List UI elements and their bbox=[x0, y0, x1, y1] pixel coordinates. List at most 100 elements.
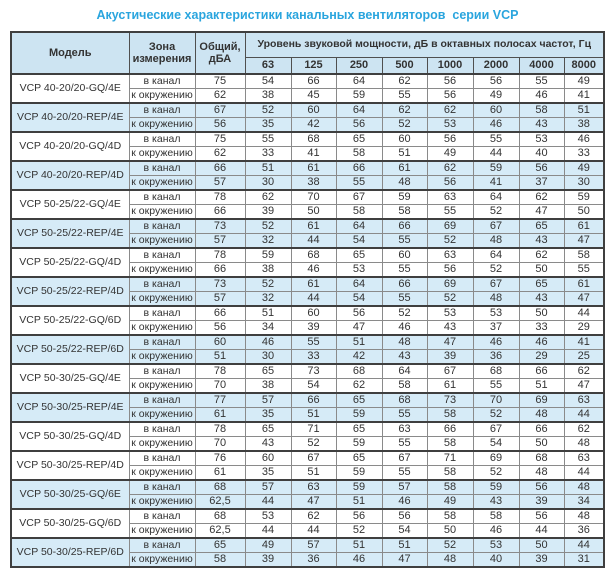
table-row: VCP 50-25/22-REP/4E в канал 73 52 61 64 66 69 67… bbox=[10, 218, 605, 249]
spl-value-cell: 44 bbox=[472, 146, 520, 162]
spl-value-cell: 65 bbox=[335, 392, 383, 408]
spl-value-cell: 58 bbox=[472, 508, 520, 524]
spl-value-cell: 73 bbox=[290, 363, 337, 379]
spl-value-cell: 53 bbox=[335, 262, 383, 278]
spl-value-cell: 48 bbox=[472, 291, 520, 307]
spl-value-cell: 41 bbox=[472, 175, 520, 191]
spl-value-cell: 45 bbox=[290, 88, 337, 104]
spl-value-cell: 59 bbox=[335, 88, 383, 104]
spl-value-cell: 73 bbox=[426, 392, 474, 408]
spl-value-cell: 53 bbox=[472, 305, 520, 321]
spl-value-cell: 61 bbox=[290, 276, 337, 292]
spl-value-cell: 61 bbox=[563, 276, 605, 292]
spl-value-cell: 55 bbox=[381, 262, 428, 278]
zone-cell: к окружению bbox=[128, 436, 196, 452]
model-cell: VCP 50-25/22-REP/6D bbox=[10, 334, 130, 365]
total-dba-cell: 66 bbox=[194, 160, 246, 176]
spl-value-cell: 39 bbox=[290, 320, 337, 336]
spl-value-cell: 65 bbox=[244, 421, 292, 437]
spl-value-cell: 43 bbox=[518, 291, 565, 307]
spl-value-cell: 41 bbox=[563, 88, 605, 104]
total-dba-cell: 67 bbox=[194, 102, 246, 118]
table-row: к окружению 62,5 44 47 51 46 49 43 39 34 bbox=[11, 494, 605, 510]
spl-value-cell: 58 bbox=[426, 465, 474, 481]
spl-value-cell: 36 bbox=[290, 552, 337, 568]
spl-value-cell: 68 bbox=[518, 450, 565, 466]
total-dba-cell: 62,5 bbox=[194, 523, 246, 539]
spl-value-cell: 64 bbox=[335, 276, 383, 292]
spl-value-cell: 42 bbox=[290, 117, 337, 133]
table-row: к окружению 57 32 44 54 55 52 48 43 47 bbox=[11, 291, 605, 307]
spl-value-cell: 62 bbox=[518, 247, 565, 263]
spl-value-cell: 36 bbox=[472, 349, 520, 365]
spl-value-cell: 66 bbox=[335, 160, 383, 176]
total-dba-cell: 76 bbox=[194, 450, 246, 466]
total-dba-cell: 73 bbox=[194, 218, 246, 234]
spl-value-cell: 47 bbox=[518, 204, 565, 220]
total-dba-cell: 62 bbox=[194, 88, 246, 104]
table-header: Модель Зона измерения Общий, дБА Уровень… bbox=[10, 31, 605, 75]
spl-value-cell: 25 bbox=[563, 349, 605, 365]
spl-value-cell: 51 bbox=[518, 378, 565, 394]
zone-cell: в канал bbox=[128, 73, 196, 89]
spl-value-cell: 56 bbox=[426, 131, 474, 147]
spl-value-cell: 30 bbox=[244, 175, 292, 191]
spl-value-cell: 71 bbox=[426, 450, 474, 466]
zone-cell: к окружению bbox=[128, 204, 196, 220]
spl-value-cell: 43 bbox=[518, 117, 565, 133]
zone-cell: в канал bbox=[128, 479, 196, 495]
spl-value-cell: 55 bbox=[563, 262, 605, 278]
spl-value-cell: 57 bbox=[290, 537, 337, 553]
table-row: VCP 50-30/25-REP/6D в канал 65 49 57 51 51 52 53… bbox=[10, 537, 605, 568]
table-row: VCP 40-20/20-GQ/4E в канал 75 54 66 64 62 56 56 5… bbox=[10, 73, 605, 104]
spl-value-cell: 69 bbox=[426, 276, 474, 292]
spl-value-cell: 58 bbox=[518, 102, 565, 118]
spl-value-cell: 44 bbox=[563, 465, 605, 481]
spl-value-cell: 33 bbox=[518, 320, 565, 336]
zone-cell: в канал bbox=[128, 363, 196, 379]
spl-value-cell: 49 bbox=[426, 146, 474, 162]
spl-value-cell: 48 bbox=[563, 479, 605, 495]
spl-value-cell: 52 bbox=[426, 537, 474, 553]
zone-cell: в канал bbox=[128, 276, 196, 292]
spl-value-cell: 47 bbox=[563, 378, 605, 394]
spl-value-cell: 52 bbox=[335, 523, 383, 539]
model-cell: VCP 40-20/20-GQ/4D bbox=[10, 131, 130, 162]
spl-value-cell: 44 bbox=[244, 494, 292, 510]
spl-value-cell: 54 bbox=[381, 523, 428, 539]
total-dba-cell: 78 bbox=[194, 421, 246, 437]
spl-value-cell: 56 bbox=[518, 160, 565, 176]
spl-value-cell: 52 bbox=[244, 276, 292, 292]
spl-value-cell: 59 bbox=[335, 479, 383, 495]
zone-cell: в канал bbox=[128, 189, 196, 205]
spl-value-cell: 48 bbox=[472, 233, 520, 249]
total-dba-cell: 51 bbox=[194, 349, 246, 365]
table-row: VCP 50-25/22-GQ/6D в канал 66 51 60 56 52 53 53 5… bbox=[10, 305, 605, 336]
spl-value-cell: 61 bbox=[381, 160, 428, 176]
table-row: к окружению 56 35 42 56 52 53 46 43 38 bbox=[11, 117, 605, 133]
spl-value-cell: 71 bbox=[290, 421, 337, 437]
spl-value-cell: 47 bbox=[563, 233, 605, 249]
total-dba-cell: 70 bbox=[194, 378, 246, 394]
spl-value-cell: 67 bbox=[472, 218, 520, 234]
spl-value-cell: 53 bbox=[426, 117, 474, 133]
model-cell: VCP 40-20/20-REP/4D bbox=[10, 160, 130, 191]
spl-value-cell: 32 bbox=[244, 233, 292, 249]
spl-value-cell: 39 bbox=[518, 552, 565, 568]
table-row: VCP 50-30/25-GQ/6E в канал 68 57 63 59 57 58 59 5… bbox=[10, 479, 605, 510]
spl-value-cell: 70 bbox=[290, 189, 337, 205]
spl-value-cell: 64 bbox=[335, 102, 383, 118]
spl-value-cell: 64 bbox=[381, 363, 428, 379]
total-dba-cell: 66 bbox=[194, 204, 246, 220]
spl-value-cell: 56 bbox=[426, 175, 474, 191]
table-row: VCP 40-20/20-GQ/4D в канал 75 55 68 65 60 56 55 5… bbox=[10, 131, 605, 162]
table-row: к окружению 57 32 44 54 55 52 48 43 47 bbox=[11, 233, 605, 249]
spl-value-cell: 49 bbox=[472, 88, 520, 104]
spl-value-cell: 44 bbox=[244, 523, 292, 539]
total-dba-cell: 78 bbox=[194, 189, 246, 205]
spl-value-cell: 59 bbox=[472, 160, 520, 176]
spl-value-cell: 67 bbox=[381, 450, 428, 466]
spl-value-cell: 52 bbox=[290, 436, 337, 452]
spl-value-cell: 48 bbox=[518, 465, 565, 481]
spl-value-cell: 58 bbox=[563, 247, 605, 263]
